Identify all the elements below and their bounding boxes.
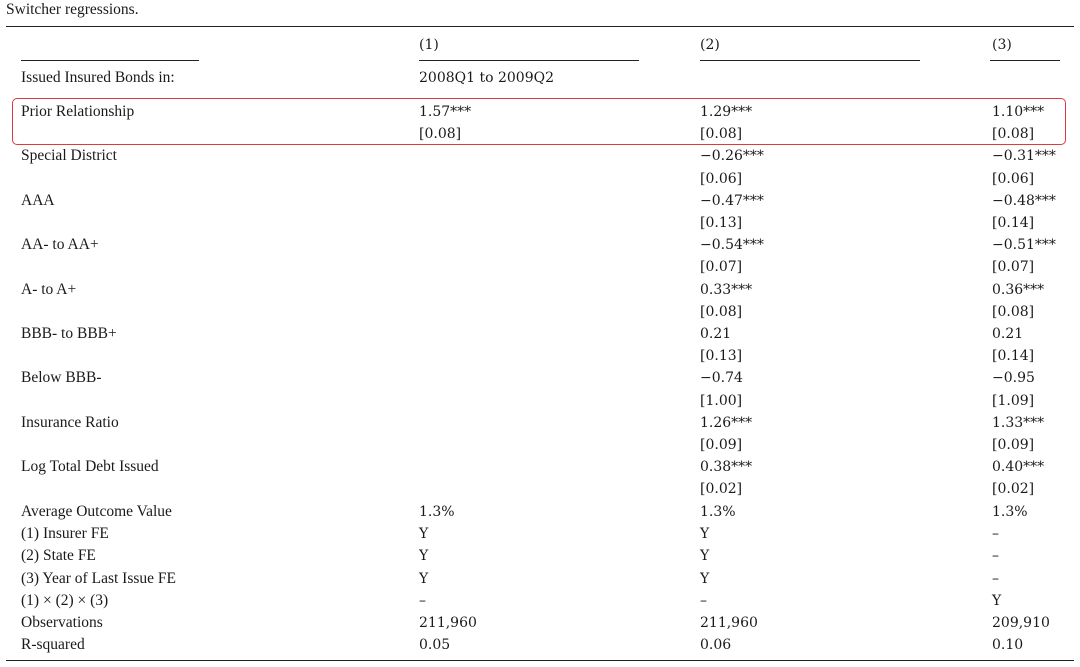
footer-col3: – [992,570,999,587]
coef-col2: 0.38*** [700,459,753,476]
row-label: Special District [21,147,117,165]
column-header-1: (1) [419,37,439,53]
footer-col1: 1.3% [419,504,455,520]
column-header-3: (3) [992,37,1012,53]
se-col3: [0.06] [992,170,1035,187]
row-label: Prior Relationship [21,103,135,120]
footer-label: (1) Insurer FE [21,525,109,543]
footer-label: Observations [21,614,103,631]
header-rule-col3 [990,60,1060,61]
row-label: Insurance Ratio [21,413,119,431]
coef-col2: −0.26*** [700,148,764,165]
coef-col3: −0.31*** [992,148,1056,165]
se-col3: [0.08] [992,303,1035,320]
footer-col1: 0.05 [419,637,451,654]
row-label: Log Total Debt Issued [21,458,159,476]
se-col2: [0.09] [700,437,743,453]
se-col3: [0.02] [992,481,1035,498]
se-col3: [0.07] [992,259,1035,276]
se-col3: [0.14] [992,215,1035,231]
coef-col3: 0.21 [992,326,1024,342]
coef-col3: −0.51*** [992,237,1056,254]
se-col3: [0.08] [992,126,1035,143]
coef-col2: −0.47*** [700,192,764,209]
se-col3: [1.09] [992,392,1035,409]
sample-value: 2008Q1 to 2009Q2 [419,70,554,86]
footer-col2: Y [700,570,710,587]
table-caption: Switcher regressions. [6,1,139,18]
coef-col3: −0.95 [992,370,1035,387]
se-col3: [0.14] [992,348,1035,365]
footer-col1: Y [419,548,429,565]
bottom-rule [6,660,1074,661]
footer-col1: 211,960 [419,615,477,631]
row-label: Below BBB- [21,369,102,387]
footer-col2: – [700,592,707,609]
footer-col2: 1.3% [700,504,736,520]
footer-col3: 0.10 [992,637,1024,654]
se-col2: [0.06] [700,170,743,187]
se-col3: [0.09] [992,437,1035,453]
footer-col3: – [992,526,999,543]
row-label: AAA [21,191,55,209]
coef-col2: −0.74 [700,370,743,387]
se-col2: [0.08] [700,126,743,143]
footer-col2: 0.06 [700,637,732,654]
coef-col3: 0.36*** [992,281,1045,298]
footer-label: Average Outcome Value [21,503,172,520]
coef-col2: −0.54*** [700,237,764,254]
footer-col1: – [419,592,426,609]
footer-col3: 209,910 [992,615,1050,631]
header-rule-label [21,60,199,61]
column-header-2: (2) [700,37,720,53]
row-label: BBB- to BBB+ [21,325,117,342]
se-col2: [0.13] [700,348,743,365]
footer-col2: Y [700,526,710,543]
footer-col1: Y [419,526,429,543]
row-label: AA- to AA+ [21,236,99,254]
footer-col2: Y [700,548,710,565]
sample-label: Issued Insured Bonds in: [21,69,175,86]
footer-col1: Y [419,570,429,587]
header-rule-col2 [700,60,920,61]
coef-col2: 0.33*** [700,281,753,298]
se-col1: [0.08] [419,126,462,143]
row-label: A- to A+ [21,280,77,298]
coef-col2: 1.29*** [700,104,753,120]
footer-label: R-squared [21,636,85,654]
coef-col3: 1.33*** [992,414,1045,431]
footer-col3: 1.3% [992,504,1028,520]
coef-col1: 1.57*** [419,104,472,120]
footer-col3: – [992,548,999,565]
coef-col2: 1.26*** [700,414,753,431]
footer-col3: Y [992,592,1002,609]
footer-col2: 211,960 [700,615,758,631]
header-rule-col1 [419,60,639,61]
se-col2: [0.13] [700,215,743,231]
top-rule [6,26,1074,27]
se-col2: [0.08] [700,303,743,320]
coef-col3: 0.40*** [992,459,1045,476]
se-col2: [1.00] [700,392,743,409]
coef-col3: 1.10*** [992,104,1045,120]
coef-col3: −0.48*** [992,192,1056,209]
footer-label: (1) × (2) × (3) [21,591,109,609]
coef-col2: 0.21 [700,326,732,342]
footer-label: (2) State FE [21,547,96,565]
footer-label: (3) Year of Last Issue FE [21,569,176,587]
se-col2: [0.02] [700,481,743,498]
prior-relationship-highlight [12,98,1066,145]
se-col2: [0.07] [700,259,743,276]
